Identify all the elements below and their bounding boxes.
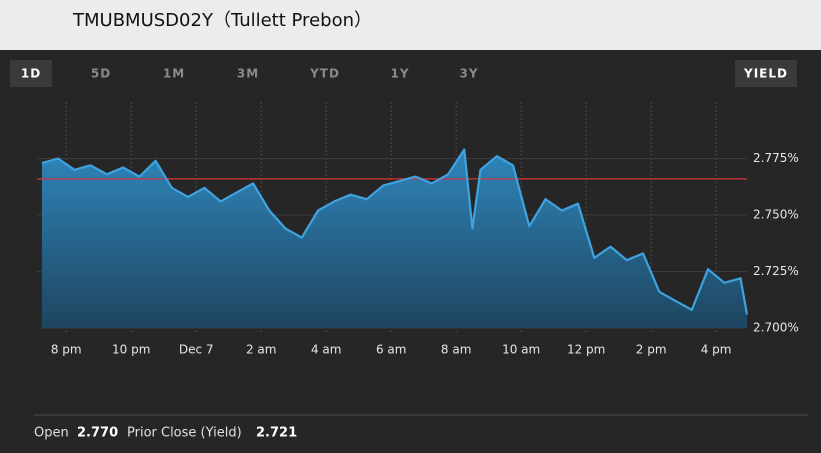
yield-toggle-label[interactable]: YIELD xyxy=(743,67,788,81)
range-tab[interactable]: 3Y xyxy=(459,67,478,81)
yield-line xyxy=(41,148,749,315)
open-label: Open xyxy=(34,426,69,441)
x-tick-label: 6 am xyxy=(376,343,407,357)
x-tick-label: 4 pm xyxy=(701,343,732,357)
range-tab[interactable]: YTD xyxy=(309,67,340,81)
x-tick-label: 8 am xyxy=(441,343,472,357)
x-tick-label: 10 pm xyxy=(112,343,150,357)
y-tick-label: 2.700% xyxy=(753,321,799,335)
open-value: 2.770 xyxy=(77,426,118,441)
range-tab[interactable]: 5D xyxy=(91,67,111,81)
x-tick-label: 8 pm xyxy=(51,343,82,357)
range-tab[interactable]: 1Y xyxy=(390,67,409,81)
x-tick-label: Dec 7 xyxy=(179,343,214,357)
x-tick-label: 12 pm xyxy=(567,343,605,357)
area-fill xyxy=(41,149,747,328)
tab-active-bg[interactable] xyxy=(10,60,52,87)
prior-close-value: 2.721 xyxy=(256,426,297,441)
x-tick-label: 2 pm xyxy=(636,343,667,357)
range-tab[interactable]: 1M xyxy=(163,67,185,81)
y-tick-label: 2.775% xyxy=(753,151,799,165)
prior-close-label: Prior Close (Yield) xyxy=(127,426,242,441)
instrument-title: TMUBMUSD02Y（Tullett Prebon） xyxy=(72,10,372,31)
x-tick-label: 10 am xyxy=(502,343,540,357)
y-tick-label: 2.750% xyxy=(753,208,799,222)
x-tick-label: 4 am xyxy=(311,343,342,357)
range-tab[interactable]: 3M xyxy=(237,67,259,81)
header-bar xyxy=(0,0,821,50)
range-tab[interactable]: 1D xyxy=(21,67,41,81)
yield-toggle[interactable] xyxy=(735,60,797,87)
y-tick-label: 2.725% xyxy=(753,264,799,278)
x-tick-label: 2 am xyxy=(246,343,277,357)
